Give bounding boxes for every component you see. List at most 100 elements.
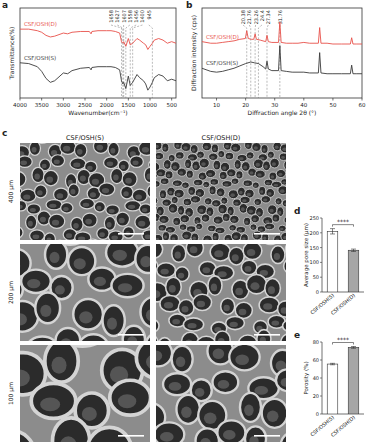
x-tick-label: 2000 (100, 102, 114, 108)
pore (210, 244, 230, 261)
pore-depth (119, 218, 125, 224)
pore-depth (200, 438, 211, 442)
x-tick (85, 98, 86, 101)
pore-depth (172, 319, 180, 324)
series-line (20, 63, 176, 90)
pore-depth (213, 147, 216, 151)
pore (197, 205, 207, 215)
pore (226, 317, 245, 330)
pore-depth (282, 181, 286, 184)
pore (125, 201, 141, 211)
pore-depth (199, 209, 204, 213)
y-tick (320, 247, 322, 248)
pore (163, 232, 170, 240)
pore (243, 244, 262, 260)
annotation-label: 945 (146, 10, 152, 20)
pore-depth (274, 184, 279, 187)
pore (20, 156, 32, 168)
pore (265, 223, 275, 230)
series-line (202, 22, 362, 44)
pore (176, 395, 199, 424)
pore-depth (156, 238, 159, 240)
sem-image (156, 143, 286, 240)
pore-depth (232, 219, 236, 222)
y-tick-label: 250 (309, 215, 319, 221)
pore-depth (223, 430, 236, 440)
pore (49, 214, 65, 228)
pore (194, 179, 203, 186)
pore-depth (243, 165, 247, 169)
pore-depth (281, 307, 286, 313)
pore (32, 167, 44, 182)
pore (267, 151, 274, 158)
pore-depth (195, 220, 198, 223)
pore (196, 428, 219, 442)
pore-depth (242, 237, 246, 240)
pore-depth (90, 192, 96, 197)
bar (327, 231, 338, 292)
pore (106, 205, 120, 215)
pore (122, 172, 137, 187)
pore (282, 200, 286, 207)
pore-depth (218, 271, 227, 277)
pore-depth (73, 223, 79, 229)
y-axis-label: Transmittance(%) (8, 27, 15, 81)
pore-depth (217, 230, 222, 233)
pore-depth (204, 412, 217, 424)
significance-label: **** (337, 218, 349, 225)
pore-depth (156, 350, 162, 361)
sem-image (20, 345, 150, 442)
pore-depth (277, 201, 280, 204)
pore-depth (230, 193, 235, 197)
pore-depth (283, 236, 286, 240)
pore (211, 144, 218, 153)
series-group (202, 22, 362, 74)
pore (180, 215, 189, 223)
pore (172, 346, 193, 373)
pore-depth (225, 145, 229, 149)
pore (139, 143, 150, 155)
annotation-line (258, 25, 261, 98)
pore-depth (267, 226, 272, 229)
pore (20, 172, 26, 187)
pore (163, 160, 171, 170)
pore-depth (169, 382, 182, 391)
pore-depth (239, 157, 244, 160)
pore-depth (274, 217, 278, 220)
pore (281, 232, 286, 240)
pore-depth (229, 322, 237, 327)
pore-depth (164, 202, 168, 205)
x-tick-label: 2500 (78, 102, 92, 108)
x-tick-label: 500 (166, 102, 177, 108)
pore (68, 184, 79, 197)
pore-depth (263, 199, 267, 202)
pore-depth (111, 235, 118, 240)
pore-depth (99, 232, 105, 237)
pore-depth (176, 193, 181, 197)
pore (229, 345, 259, 370)
pore-depth (74, 258, 86, 269)
y-tick (320, 378, 322, 379)
pore (20, 431, 35, 442)
pore-depth (160, 432, 174, 442)
pore-depth (197, 226, 200, 229)
pore-depth (132, 160, 138, 165)
pore (171, 196, 178, 203)
panel-label: d (294, 206, 300, 216)
bar (348, 347, 359, 414)
pore-depth (158, 172, 163, 175)
panel-label: b (186, 0, 193, 10)
annotation-line (279, 25, 280, 98)
pore-depth (211, 189, 214, 193)
pore-depth (237, 174, 240, 177)
pore-depth (280, 189, 285, 193)
pore-depth (156, 290, 160, 298)
pore (20, 227, 23, 239)
pore-depth (172, 237, 176, 240)
pore (190, 196, 200, 203)
pore (199, 158, 209, 168)
pore-depth (281, 156, 285, 159)
series-label: CSF/OSH(S) (24, 55, 56, 61)
x-tick (106, 98, 107, 101)
pore-depth (73, 163, 80, 168)
